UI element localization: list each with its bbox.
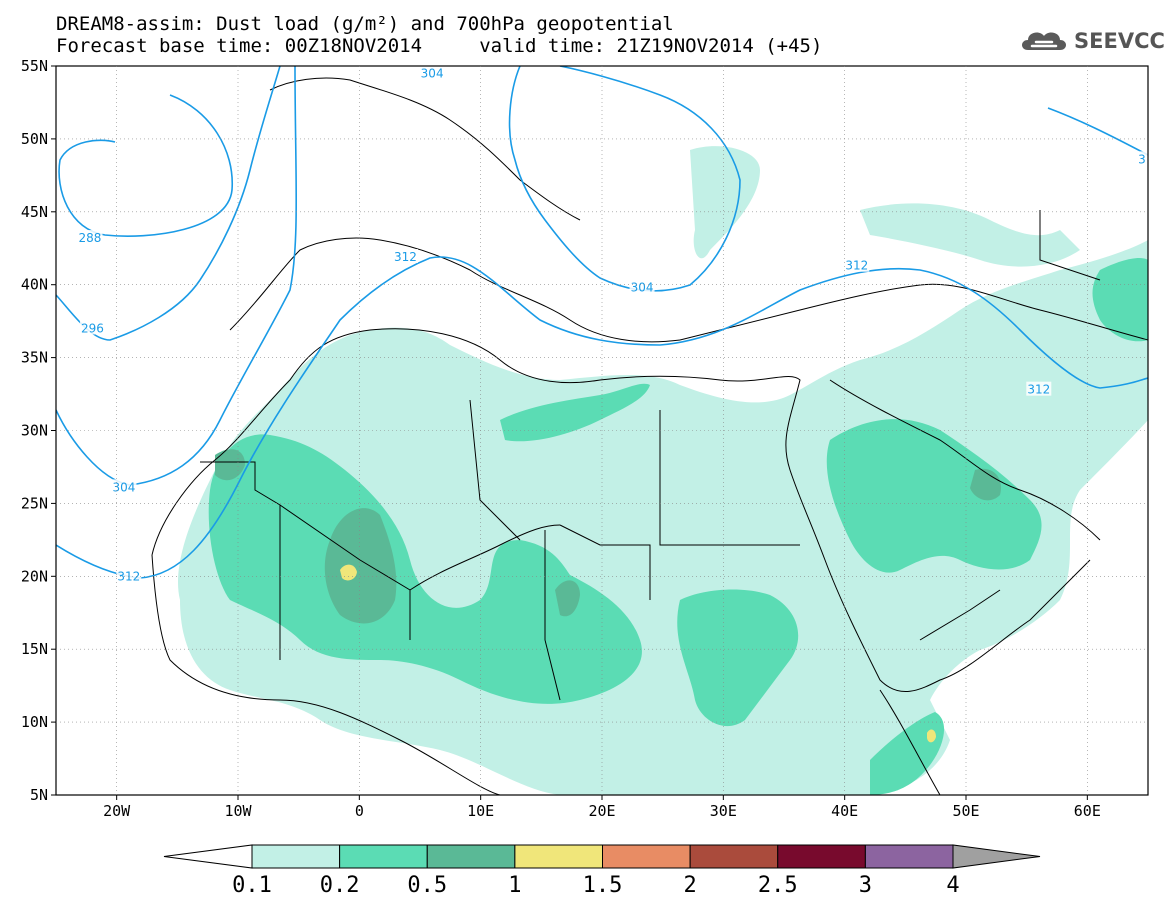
contour-label-bg [1026, 381, 1052, 396]
colorbar-swatch [251, 844, 341, 869]
lat-tick-label: 10N [21, 713, 48, 731]
lat-tick-label: 30N [21, 422, 48, 440]
colorbar-label: 2 [684, 873, 697, 898]
lat-tick-label: 40N [21, 276, 48, 294]
contour-label: 312 [845, 259, 868, 273]
colorbar-label: 3 [859, 873, 872, 898]
contour-label: 296 [81, 321, 104, 335]
contour-label: 304 [421, 66, 444, 80]
lat-tick-label: 35N [21, 349, 48, 367]
title-line-1: DREAM8-assim: Dust load (g/m²) and 700hP… [56, 13, 674, 35]
lon-tick-label: 20W [103, 802, 131, 820]
contour-label: 3 [1138, 152, 1146, 166]
lon-tick-label: 0 [355, 802, 364, 820]
geopotential-contours [56, 66, 1148, 579]
dust-shading [178, 146, 1148, 795]
dust-band-0.1-caucasus [860, 203, 1080, 267]
contour-label-bg [79, 320, 105, 335]
colorbar-label: 2.5 [758, 873, 798, 898]
colorbar-label: 0.2 [320, 873, 360, 898]
contour-label-bg [629, 279, 655, 294]
lat-tick-label: 20N [21, 567, 48, 585]
lon-tick-label: 40E [831, 802, 858, 820]
contour-label-bg [111, 479, 137, 494]
contour-label-bg [1136, 151, 1148, 166]
contour-label-bg [116, 568, 142, 583]
colorbar-swatch [339, 844, 428, 869]
lat-tick-label: 45N [21, 203, 48, 221]
contour-label: 288 [79, 231, 102, 245]
dust-band-0.5-d [970, 468, 1001, 501]
colorbar-swatch [777, 844, 866, 869]
colorbar-under-arrow [163, 844, 253, 869]
contour-label: 312 [394, 250, 417, 264]
dust-band-0.2-iran [1092, 258, 1148, 342]
lat-tick-label: 55N [21, 57, 48, 75]
colorbar-over-arrow [952, 844, 1041, 869]
dust-band-1-b [927, 729, 936, 743]
colorbar-swatch [689, 844, 779, 869]
contour-label-bg [419, 66, 445, 80]
lon-axis: 20W 10W 0 10E 20E 30E 40E 50E 60E [103, 795, 1101, 820]
dust-band-0.2-libya [500, 383, 650, 442]
logo: SEEVCCC [1018, 26, 1165, 56]
colorbar-swatch [864, 844, 954, 869]
lon-tick-label: 10E [467, 802, 494, 820]
dust-band-0.2-somalia [870, 712, 945, 795]
lat-tick-label: 25N [21, 494, 48, 512]
lat-tick-label: 15N [21, 640, 48, 658]
lat-tick-label: 5N [30, 786, 48, 804]
lon-tick-label: 10W [224, 802, 252, 820]
title-line-2: Forecast base time: 00Z18NOV2014 valid t… [56, 35, 823, 57]
colorbar-swatch [426, 844, 516, 869]
colorbar-swatch [602, 844, 691, 869]
contour-label-bg [77, 230, 103, 245]
contour-label: 304 [631, 281, 654, 295]
lon-tick-label: 20E [588, 802, 615, 820]
logo-text: SEEVCCC [1074, 29, 1165, 53]
colorbar-label: 1 [508, 873, 521, 898]
lon-tick-label: 30E [710, 802, 737, 820]
colorbar-label: 0.5 [407, 873, 447, 898]
lat-tick-label: 50N [21, 130, 48, 148]
gridlines [56, 66, 1148, 795]
colorbar-label: 0.1 [232, 873, 272, 898]
contour-label: 312 [1027, 383, 1050, 397]
dust-band-0.1-east [690, 146, 760, 259]
dust-band-0.5-b [555, 580, 580, 617]
dust-band-0.5-c [215, 449, 245, 481]
lon-tick-label: 60E [1074, 802, 1101, 820]
contour-label-bg [392, 248, 418, 263]
dust-band-0.2 [208, 434, 642, 704]
contour-label: 304 [112, 480, 135, 494]
lon-tick-label: 50E [952, 802, 979, 820]
colorbar-swatch [514, 844, 603, 869]
dust-band-0.2-arabia [826, 419, 1042, 573]
dust-band-0.2-sudan [677, 589, 799, 727]
coastlines [151, 77, 1148, 795]
lat-axis: 55N 50N 45N 40N 35N 30N 25N 20N 15N 10N 5N [21, 57, 56, 804]
colorbar-label: 4 [946, 873, 959, 898]
contour-label-bg [844, 257, 870, 272]
cloud-icon [1022, 32, 1066, 50]
colorbar: 0.1 0.2 0.5 1 1.5 2 2.5 3 4 [163, 844, 1041, 898]
dust-band-0.5 [324, 508, 397, 624]
colorbar-label: 1.5 [583, 873, 623, 898]
